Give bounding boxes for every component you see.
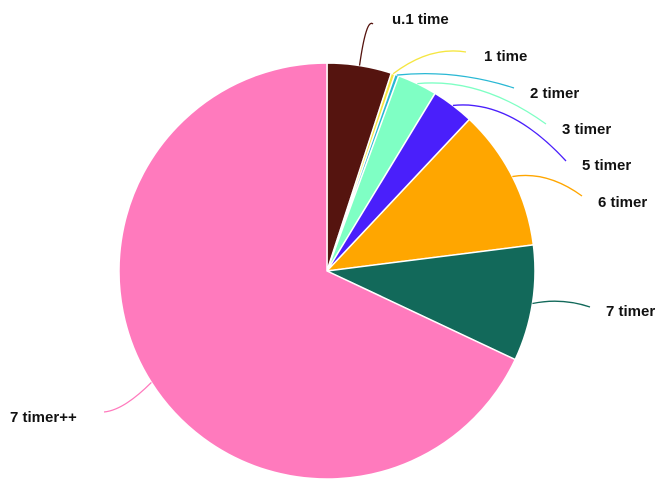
slice-label-3-timer: 3 timer [562,121,611,138]
slice-label-2-timer: 2 timer [530,85,579,102]
leader-line-3-timer [417,82,547,125]
leader-line-5-timer [452,104,567,162]
slice-label-6-timer: 6 timer [598,194,647,211]
slice-labels: u.1 time 1 time 2 timer 3 timer 5 timer 6 tim… [10,11,655,426]
pie-slices [118,62,536,480]
leader-line-2-timer [396,73,515,89]
leader-line-6-timer [512,174,583,197]
leader-line-7-timer [532,300,591,308]
slice-label-1-time: 1 time [484,48,527,65]
slice-label-5-timer: 5 timer [582,157,631,174]
slice-label-7-timer: 7 timer++ [10,409,77,426]
leader-lines [103,22,591,413]
leader-line-1-time [392,50,467,75]
leader-line-7-timer [103,381,152,413]
pie-slice-7-timer [326,244,536,361]
leader-line-u-1-time [358,22,374,66]
slice-label-7-timer: 7 timer [606,303,655,320]
slice-label-u-1-time: u.1 time [392,11,449,28]
